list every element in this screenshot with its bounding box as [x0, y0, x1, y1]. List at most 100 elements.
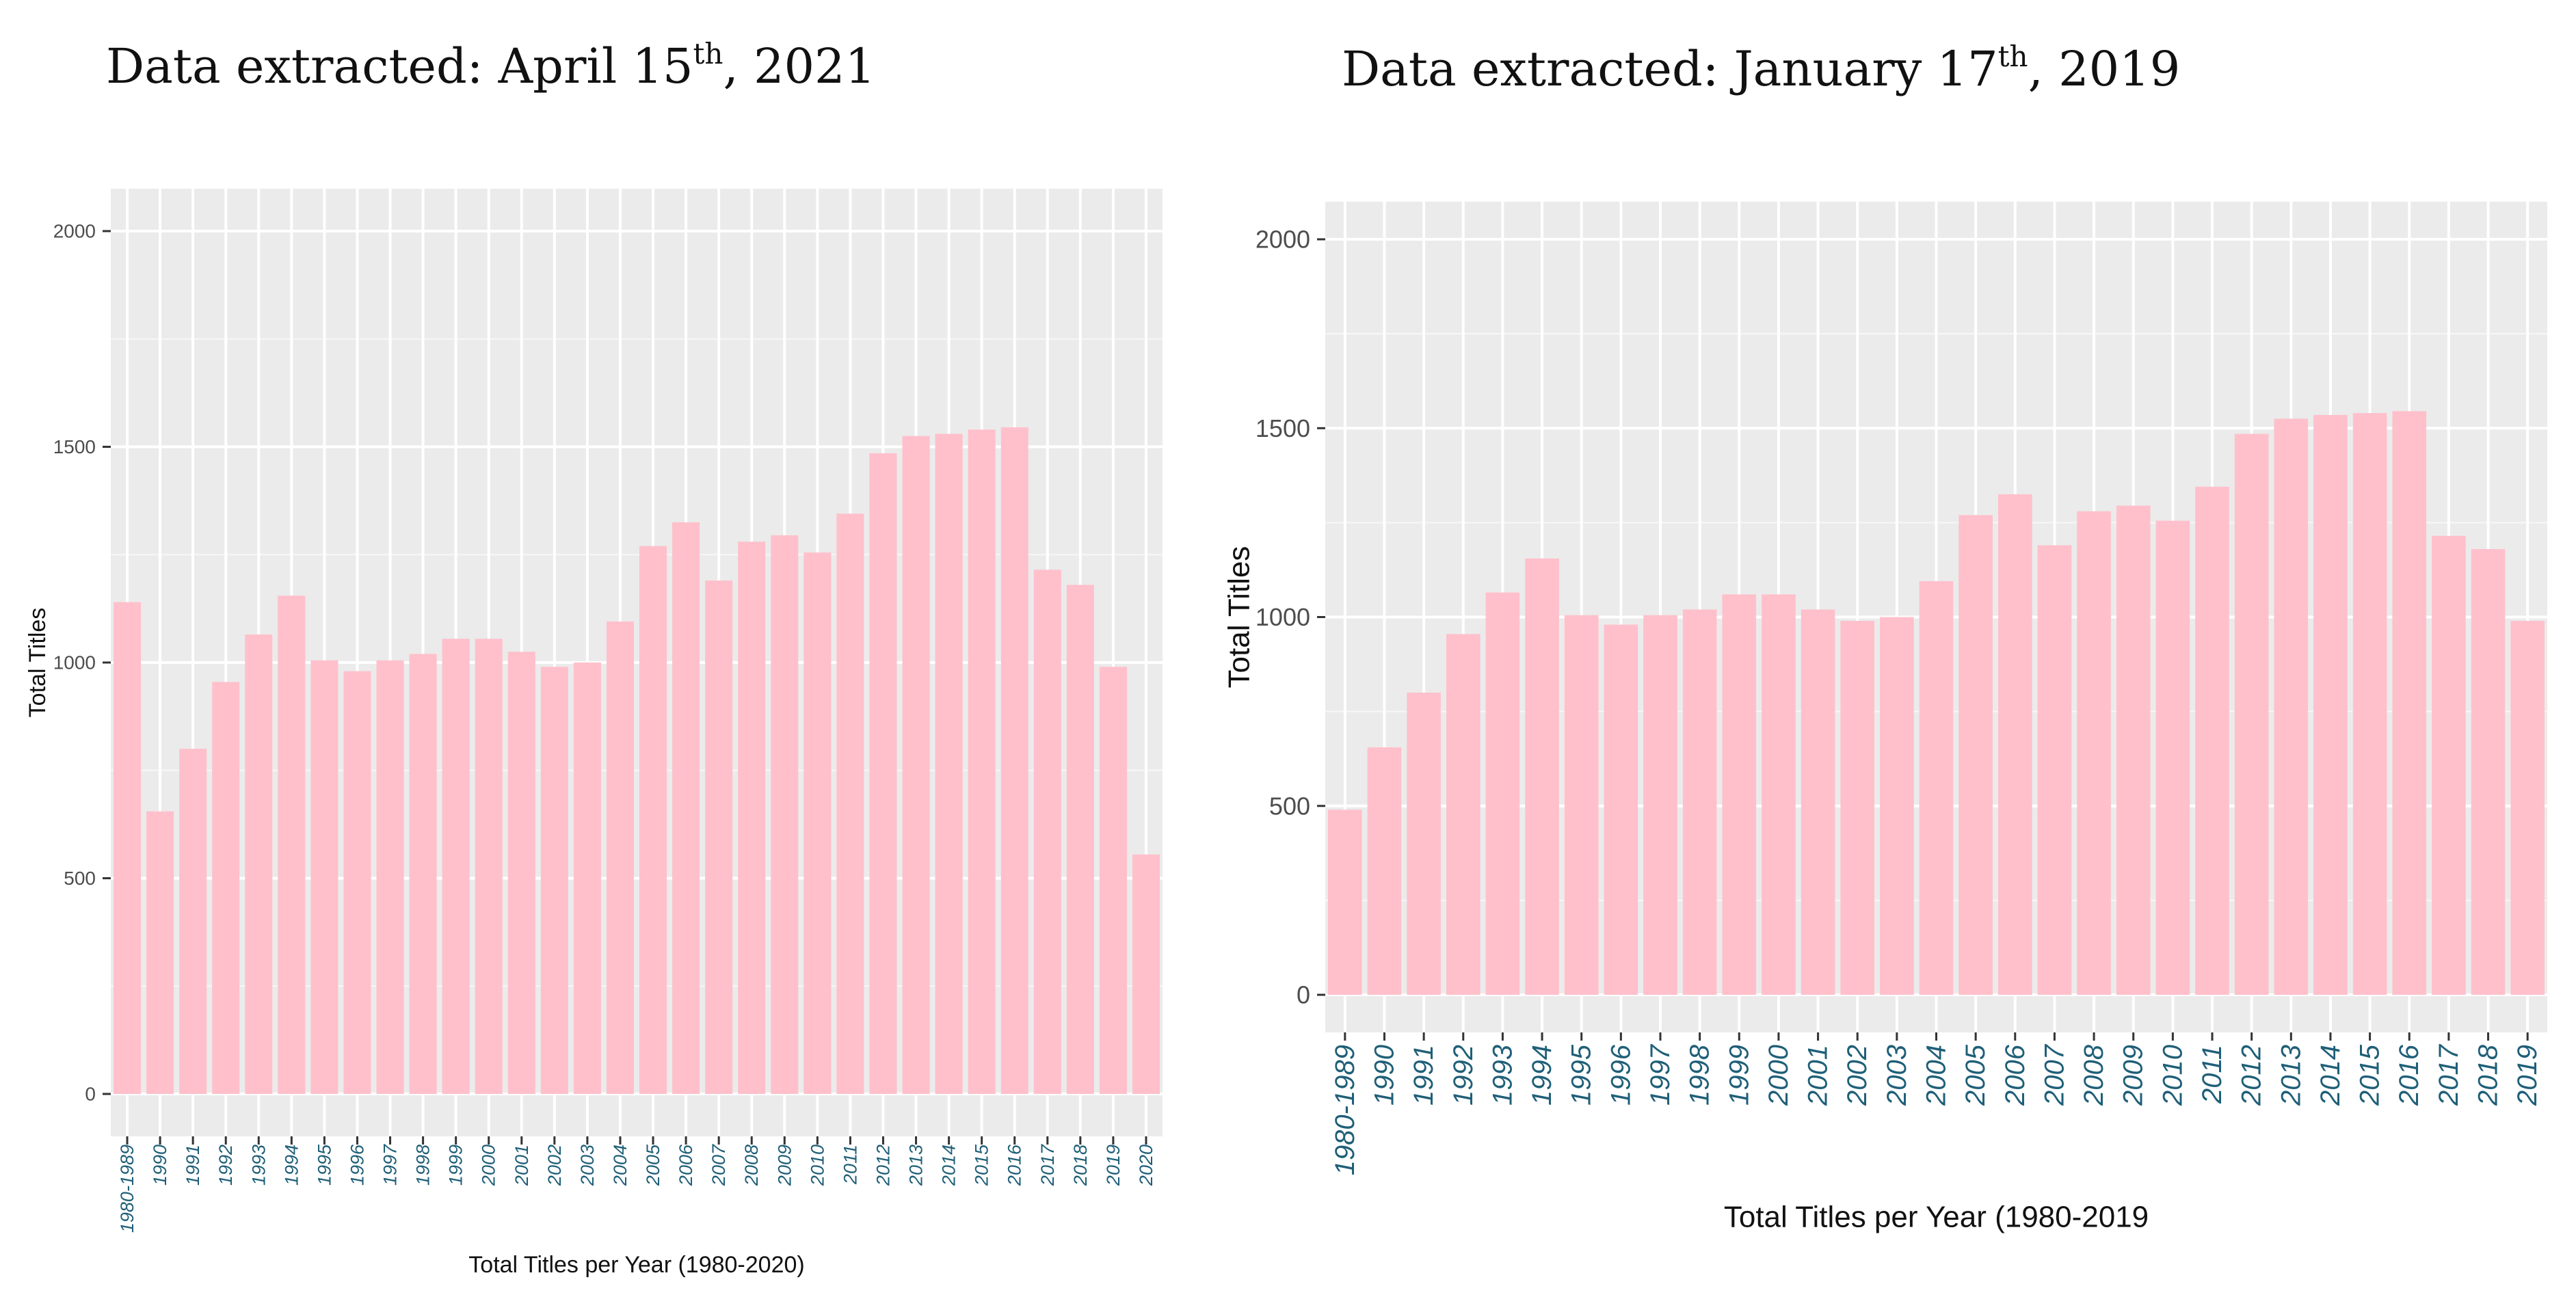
- x-tick-label: 1997: [1645, 1043, 1675, 1106]
- x-tick-label: 2019: [2512, 1045, 2542, 1106]
- x-tick-label: 2004: [610, 1145, 630, 1186]
- x-tick-label: 2003: [577, 1145, 598, 1186]
- bar-1999: [1722, 594, 1757, 995]
- x-axis-title: Total Titles per Year (1980-2019: [1724, 1201, 2149, 1234]
- y-tick-label: 1000: [1256, 603, 1310, 631]
- x-axis-title: Total Titles per Year (1980-2020): [468, 1252, 804, 1278]
- x-tick-label: 2012: [873, 1145, 893, 1186]
- x-tick-label: 2017: [2434, 1043, 2464, 1106]
- x-tick-label: 1992: [1448, 1045, 1478, 1106]
- y-axis-title: Total Titles: [25, 608, 51, 718]
- bar-1990: [1367, 747, 1402, 995]
- bar-1992: [1446, 634, 1480, 995]
- x-tick-label: 1980-1989: [1330, 1045, 1360, 1175]
- heading-text: Data extracted: April 15: [106, 38, 693, 94]
- bar-2014: [935, 433, 963, 1094]
- bar-2018: [1066, 585, 1094, 1094]
- y-tick-label: 1500: [53, 436, 96, 457]
- bar-1992: [212, 682, 240, 1094]
- x-tick-label: 2000: [479, 1145, 499, 1186]
- bar-2008: [2077, 511, 2111, 995]
- bar-2003: [573, 663, 601, 1094]
- x-tick-label: 2007: [2039, 1043, 2069, 1106]
- bar-2005: [1958, 515, 1993, 995]
- bar-2009: [771, 535, 799, 1094]
- x-tick-label: 1993: [248, 1145, 269, 1186]
- x-tick-label: 2020: [1136, 1145, 1156, 1186]
- bar-2006: [1997, 494, 2032, 995]
- bar-2007: [2037, 545, 2072, 995]
- bar-1991: [179, 749, 207, 1094]
- x-tick-label: 2017: [1037, 1144, 1058, 1186]
- x-tick-label: 1994: [281, 1145, 302, 1186]
- x-tick-label: 2019: [1103, 1145, 1124, 1186]
- y-tick-label: 2000: [53, 221, 96, 242]
- bar-2001: [507, 652, 535, 1094]
- x-tick-label: 1991: [1409, 1045, 1439, 1106]
- x-tick-label: 2003: [1882, 1045, 1912, 1106]
- bar-1993: [245, 634, 273, 1094]
- y-tick-label: 0: [85, 1084, 96, 1105]
- bar-2005: [639, 546, 667, 1094]
- x-tick-label: 2004: [1922, 1045, 1952, 1106]
- bar-2010: [804, 552, 832, 1094]
- y-tick-label: 500: [64, 868, 96, 889]
- x-tick-label: 2005: [1961, 1044, 1991, 1106]
- x-tick-label: 2005: [643, 1144, 663, 1186]
- x-tick-label: 1992: [215, 1145, 236, 1186]
- bar-2006: [672, 522, 700, 1094]
- bar-1993: [1485, 592, 1520, 995]
- bar-2007: [705, 580, 733, 1094]
- x-tick-label: 2009: [774, 1145, 795, 1186]
- x-tick-label: 2013: [2276, 1045, 2306, 1106]
- y-tick-label: 0: [1297, 981, 1310, 1009]
- bar-1999: [442, 639, 470, 1094]
- bar-2014: [2313, 414, 2348, 995]
- x-tick-label: 1997: [380, 1144, 401, 1186]
- x-tick-label: 1990: [150, 1145, 170, 1186]
- bar-2001: [1801, 609, 1835, 995]
- x-tick-label: 2015: [2355, 1044, 2385, 1106]
- y-tick-label: 500: [1269, 792, 1310, 820]
- x-tick-label: 2006: [676, 1144, 696, 1186]
- x-tick-label: 2014: [2315, 1045, 2346, 1106]
- x-tick-label: 1995: [1567, 1044, 1597, 1106]
- bar-2011: [836, 513, 864, 1094]
- x-tick-label: 1991: [183, 1145, 203, 1186]
- heading-tail: , 2021: [723, 38, 876, 94]
- y-axis-title: Total Titles: [1223, 546, 1256, 689]
- bar-1996: [343, 671, 371, 1094]
- bar-2016: [1000, 427, 1028, 1094]
- bar-2019: [1099, 667, 1127, 1094]
- y-tick-label: 2000: [1256, 226, 1310, 254]
- bar-2013: [2274, 418, 2309, 995]
- bar-1997: [1643, 615, 1677, 995]
- x-tick-label: 2018: [1070, 1145, 1091, 1186]
- bar-2013: [902, 436, 930, 1094]
- bar-2012: [869, 453, 897, 1094]
- bar-1991: [1407, 693, 1441, 995]
- x-tick-label: 1993: [1487, 1045, 1517, 1106]
- x-tick-label: 2007: [708, 1144, 729, 1186]
- bar-2000: [475, 639, 503, 1094]
- bar-2019: [2510, 621, 2545, 995]
- x-tick-label: 2016: [2394, 1044, 2424, 1106]
- bar-2004: [1919, 581, 1954, 995]
- bar-1990: [146, 811, 174, 1094]
- bar-1995: [310, 660, 338, 1094]
- x-tick-label: 1998: [413, 1145, 434, 1186]
- bar-2011: [2195, 486, 2229, 995]
- x-tick-label: 2008: [741, 1145, 762, 1186]
- x-tick-label: 2016: [1005, 1144, 1025, 1186]
- x-tick-label: 1998: [1685, 1044, 1715, 1106]
- bar-2000: [1762, 594, 1796, 995]
- x-tick-label: 1994: [1527, 1045, 1557, 1106]
- x-tick-label: 1999: [1724, 1045, 1754, 1106]
- heading-superscript: th: [693, 37, 723, 70]
- x-tick-label: 2014: [939, 1145, 959, 1186]
- bar-1998: [1682, 609, 1717, 995]
- bar-2002: [540, 667, 568, 1094]
- chart-heading-left: Data extracted: April 15th, 2021: [106, 40, 875, 91]
